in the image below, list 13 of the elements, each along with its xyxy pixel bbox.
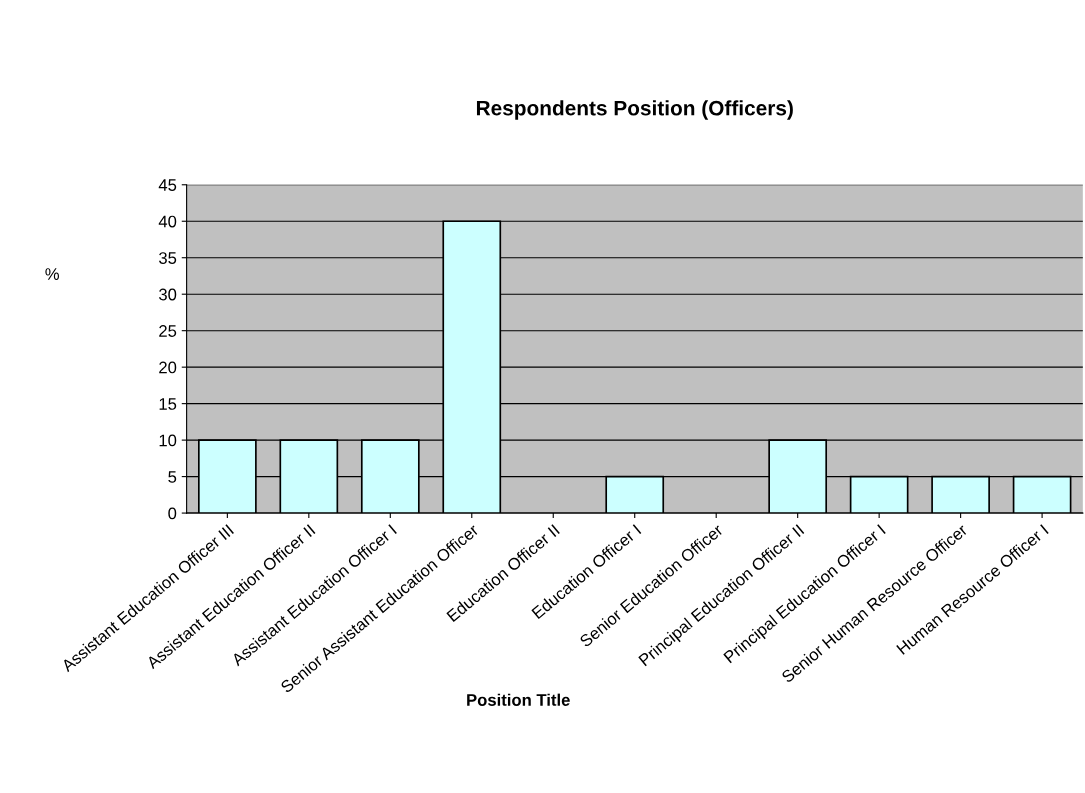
chart-title: Respondents Position (Officers) bbox=[476, 100, 793, 120]
y-axis-title: % bbox=[45, 268, 59, 280]
y-tick-label: 35 bbox=[159, 252, 177, 264]
y-tick-label: 40 bbox=[158, 215, 177, 228]
y-tick-label: 20 bbox=[159, 361, 177, 374]
y-tick-label: 30 bbox=[159, 288, 177, 301]
y-tick-label: 25 bbox=[159, 325, 177, 337]
y-tick-label: 5 bbox=[168, 471, 177, 483]
y-tick-label: 10 bbox=[159, 434, 177, 447]
y-tick-label: 45 bbox=[158, 179, 177, 191]
y-tick-label: 0 bbox=[168, 507, 177, 520]
y-tick-label: 15 bbox=[159, 398, 177, 410]
x-axis-title: Position Title bbox=[467, 693, 570, 706]
